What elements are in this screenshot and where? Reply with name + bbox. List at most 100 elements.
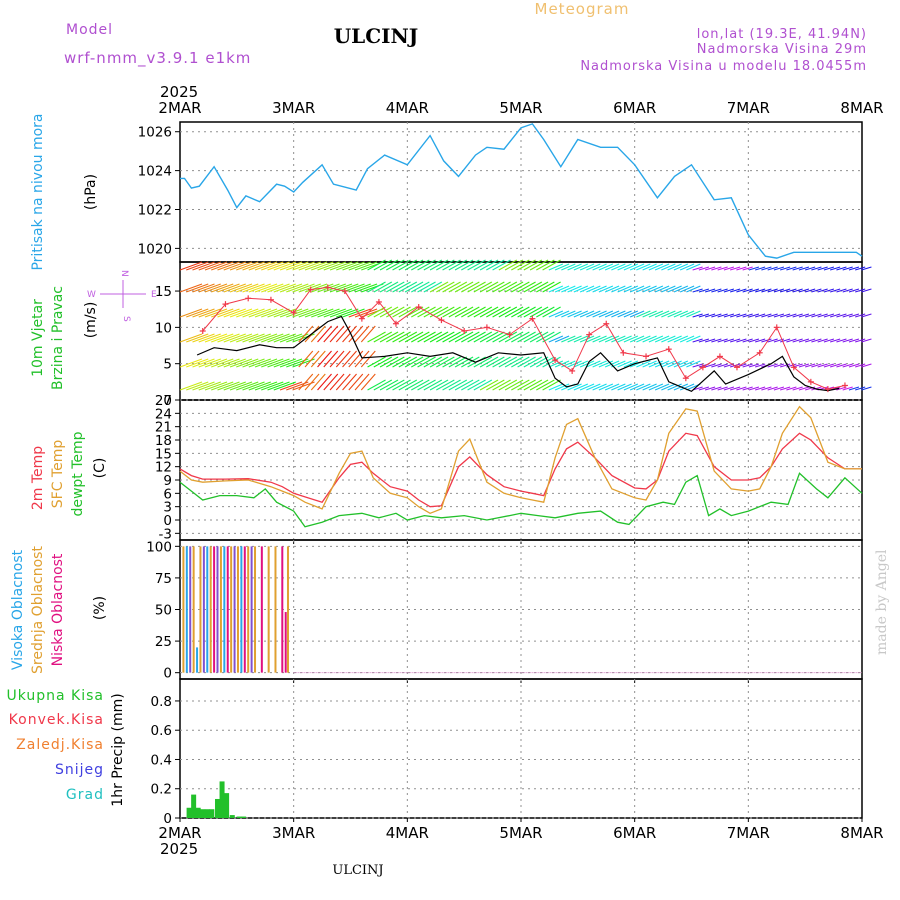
wind-vector bbox=[698, 288, 710, 293]
wind-vector bbox=[679, 360, 695, 368]
panel-frame bbox=[179, 678, 863, 819]
y-tick-label: 10 bbox=[155, 320, 172, 336]
wind-vector bbox=[704, 313, 716, 318]
wind-vector bbox=[692, 363, 703, 368]
wind-vector bbox=[598, 360, 614, 368]
wind-vector bbox=[279, 333, 303, 343]
wind-vector bbox=[842, 266, 853, 271]
wind-vector bbox=[673, 335, 689, 343]
wind-vector bbox=[360, 373, 376, 391]
wind-vector bbox=[661, 360, 676, 368]
wind-vector bbox=[286, 283, 309, 293]
wind-vector bbox=[379, 259, 399, 271]
wind-vector bbox=[479, 281, 499, 293]
y-tick-label: 0.4 bbox=[151, 752, 172, 768]
wind-vector bbox=[711, 313, 722, 318]
wind-vector bbox=[704, 386, 716, 391]
wind-vector bbox=[805, 386, 816, 391]
wind-vector bbox=[698, 266, 710, 271]
wind-vector bbox=[742, 338, 753, 343]
wind-vector bbox=[192, 261, 215, 271]
wind-vector bbox=[767, 338, 778, 343]
wind-vector bbox=[611, 263, 626, 271]
wind-vector bbox=[354, 308, 378, 318]
wind-vector bbox=[823, 288, 835, 293]
wind-vector bbox=[223, 308, 246, 318]
wind-vector bbox=[542, 356, 561, 368]
wind-vector bbox=[267, 333, 290, 343]
wind-vector bbox=[629, 285, 645, 293]
bottom-day-label: 5MAR bbox=[499, 824, 542, 842]
wind-vector bbox=[304, 373, 320, 391]
wind-dir-w: W bbox=[87, 290, 96, 300]
wind-vector bbox=[642, 335, 657, 343]
top-day-label: 8MAR bbox=[840, 99, 883, 117]
wind-vector bbox=[479, 259, 499, 271]
wind-vector bbox=[392, 331, 411, 343]
wind-vector bbox=[617, 383, 632, 391]
wind-vector bbox=[348, 350, 364, 368]
wind-vector bbox=[780, 386, 791, 391]
wind-vector bbox=[379, 281, 399, 293]
wind-vector bbox=[711, 266, 722, 271]
wind-vector bbox=[448, 281, 468, 293]
wind-vector bbox=[454, 306, 474, 318]
wind-vector bbox=[636, 263, 651, 271]
wind-vector bbox=[335, 350, 351, 368]
wind-vector bbox=[248, 381, 271, 391]
wind-vector bbox=[461, 306, 480, 318]
wind-vector bbox=[467, 281, 486, 293]
wind-vector bbox=[661, 263, 676, 271]
wind-vector bbox=[317, 373, 332, 391]
wind-vector bbox=[617, 335, 632, 343]
wind-vector bbox=[729, 288, 741, 293]
wind-vector bbox=[517, 356, 536, 368]
wind-vector bbox=[855, 266, 866, 271]
wind-vector bbox=[392, 379, 411, 391]
wind-vector bbox=[411, 306, 430, 318]
wind-vector bbox=[554, 285, 570, 293]
wind-vector bbox=[798, 386, 810, 391]
wind-vector bbox=[667, 310, 682, 318]
wind-vector bbox=[817, 313, 828, 318]
wind-vector bbox=[386, 356, 405, 368]
wind-vector bbox=[304, 308, 328, 318]
wind-vector bbox=[636, 335, 651, 343]
dewpt-axis-label: dewpt Temp bbox=[70, 431, 86, 516]
wind-vector bbox=[479, 331, 499, 343]
wind-vector bbox=[836, 363, 847, 368]
wind-vector bbox=[861, 288, 872, 293]
wind-vector bbox=[567, 383, 582, 391]
wind-vector bbox=[567, 263, 582, 271]
wind-vector bbox=[592, 360, 607, 368]
wind-vector bbox=[517, 379, 536, 391]
wind-vector bbox=[461, 281, 480, 293]
wind-vector bbox=[461, 331, 480, 343]
cloud-low-label: Niska Oblacnost bbox=[50, 553, 66, 666]
wind-vector bbox=[773, 363, 785, 368]
wind-vector bbox=[529, 259, 549, 271]
wind-vector bbox=[592, 310, 607, 318]
wind-vector bbox=[248, 283, 271, 293]
wind-dir-n: N bbox=[119, 270, 129, 277]
wind-vector bbox=[310, 350, 326, 368]
wind-vector bbox=[805, 363, 816, 368]
wind-vector bbox=[311, 308, 334, 318]
wind-vector bbox=[523, 281, 543, 293]
sfc-temp-line bbox=[179, 405, 862, 515]
wind-vector bbox=[436, 259, 455, 271]
wind-vector bbox=[329, 283, 353, 293]
wind-vector bbox=[404, 259, 424, 271]
wind-vector bbox=[623, 263, 639, 271]
wind-vector bbox=[348, 283, 371, 293]
wind-vector bbox=[379, 379, 399, 391]
wind-vector bbox=[298, 325, 314, 343]
wind-panel: 0 5 10 15 bbox=[155, 259, 872, 409]
wind-vector bbox=[579, 310, 595, 318]
wind-vector bbox=[204, 261, 228, 271]
wind-vector bbox=[261, 381, 284, 391]
wind-vector bbox=[636, 383, 651, 391]
precip-bar bbox=[191, 794, 197, 818]
wind-vector bbox=[479, 356, 499, 368]
wind-vector bbox=[736, 288, 747, 293]
